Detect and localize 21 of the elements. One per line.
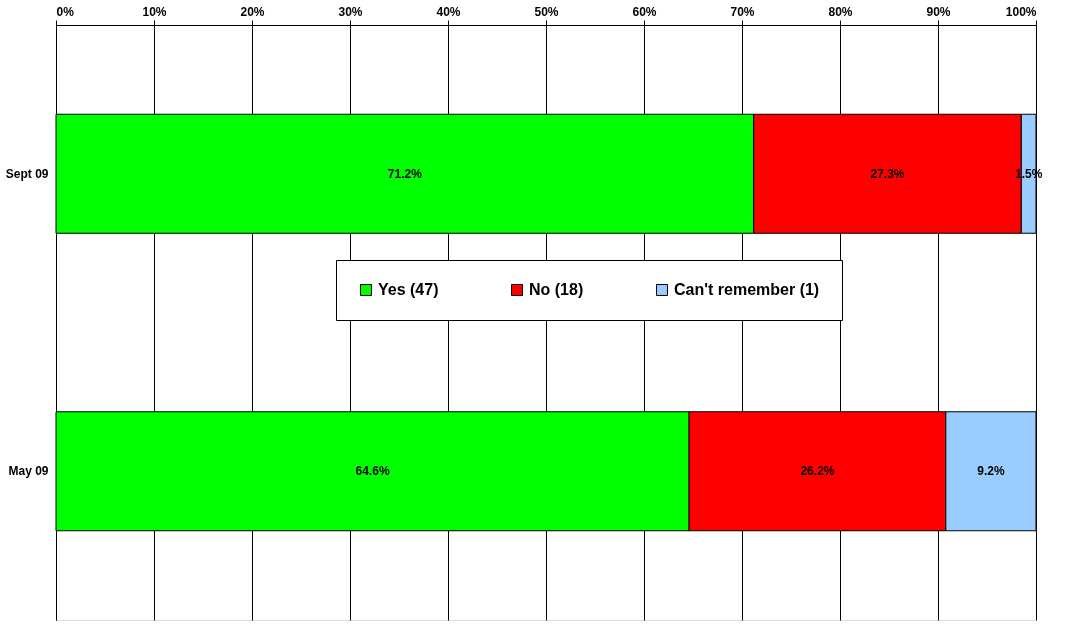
legend-label: No (18) (529, 281, 584, 298)
data-label: 9.2% (977, 464, 1005, 479)
data-label: 27.3% (870, 166, 905, 181)
x-tick-label: 100% (1005, 4, 1037, 19)
data-label: 71.2% (387, 166, 423, 181)
x-tick-label: 70% (730, 4, 755, 19)
y-tick-label: Sept 09 (5, 166, 49, 181)
data-label: 64.6% (355, 464, 390, 479)
x-tick-label: 90% (926, 4, 951, 19)
x-tick-label: 0% (56, 4, 75, 19)
legend-label: Can't remember (1) (674, 281, 820, 298)
y-tick-label: May 09 (8, 464, 49, 479)
x-tick-label: 50% (534, 4, 559, 19)
data-label: 26.2% (800, 464, 835, 479)
x-tick-label: 80% (828, 4, 853, 19)
legend-label: Yes (47) (378, 281, 439, 298)
x-tick-label: 30% (338, 4, 363, 19)
x-tick-label: 20% (240, 4, 265, 19)
x-tick-label: 60% (632, 4, 657, 19)
x-tick-label: 40% (436, 4, 461, 19)
x-tick-label: 10% (142, 4, 167, 19)
